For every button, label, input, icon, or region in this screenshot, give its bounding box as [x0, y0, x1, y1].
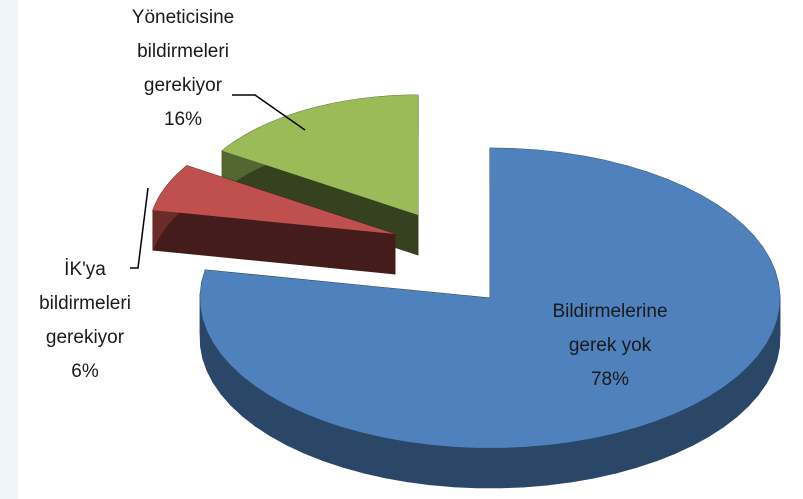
- slice-side: [674, 404, 693, 455]
- slice-side: [524, 444, 549, 488]
- decor: [0, 0, 18, 499]
- slice-side: [285, 404, 305, 454]
- slice-side: [303, 412, 323, 462]
- label-line: bildirmeleri: [137, 41, 229, 62]
- slice-side: [429, 444, 455, 488]
- pie-slice: [152, 164, 396, 275]
- leader-line: [232, 94, 306, 131]
- label-line: gerek yok: [569, 335, 652, 356]
- label-line: İK'ya: [64, 259, 106, 280]
- slice-side: [655, 412, 676, 462]
- slice-side: [406, 441, 431, 486]
- leader-line: [130, 187, 149, 269]
- label-line: bildirmeleri: [39, 293, 131, 314]
- label-line: gerekiyor: [144, 75, 223, 96]
- category-label: İK'ya bildirmeleri gerekiyor: [39, 259, 131, 348]
- slice-side: [322, 419, 343, 468]
- slice-side: [635, 420, 657, 469]
- slice-side: [476, 447, 502, 489]
- slice-top: [222, 95, 418, 215]
- slice-side: [384, 437, 408, 483]
- slice-side: [614, 427, 637, 474]
- value-label: 78%: [591, 369, 629, 390]
- slice-side: [547, 441, 572, 486]
- slice-top: [152, 165, 395, 234]
- value-label: 6%: [71, 361, 99, 382]
- slice-side: [341, 426, 364, 474]
- category-label: Yöneticisine bildirmeleri gerekiyor: [132, 7, 234, 96]
- label-line: Bildirmelerine: [552, 301, 667, 322]
- slice-side: [362, 432, 386, 479]
- slice-side: [453, 446, 478, 489]
- slice-top: [200, 148, 780, 448]
- label-line: Yöneticisine: [132, 7, 234, 28]
- label-line: gerekiyor: [46, 327, 125, 348]
- slice-side: [570, 437, 594, 483]
- slice-side: [500, 446, 525, 489]
- pie-slice: [199, 147, 781, 489]
- category-label: Bildirmelerine gerek yok: [552, 301, 667, 356]
- value-label: 16%: [164, 109, 202, 130]
- slice-side: [592, 432, 616, 479]
